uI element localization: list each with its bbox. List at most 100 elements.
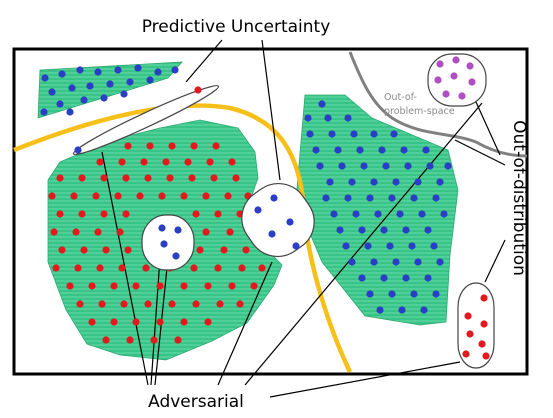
red-point: [122, 210, 130, 218]
red-point: [144, 300, 152, 308]
blue-point: [48, 88, 56, 96]
red-point: [156, 318, 164, 326]
purple-point: [466, 62, 474, 70]
red-point: [464, 312, 472, 320]
red-point: [190, 264, 198, 272]
red-point: [180, 192, 188, 200]
blue-point: [370, 258, 378, 266]
blue-point: [268, 230, 276, 238]
red-point: [228, 282, 236, 290]
red-point: [224, 192, 232, 200]
pointer-pu-1: [185, 39, 223, 83]
red-point: [202, 192, 210, 200]
blue-point: [380, 274, 388, 282]
blue-point: [420, 306, 428, 314]
red-point: [258, 264, 266, 272]
blue-point: [348, 258, 356, 266]
red-point: [214, 210, 222, 218]
blue-point: [68, 84, 76, 92]
blue-point: [370, 130, 378, 138]
blue-point: [424, 226, 432, 234]
red-point: [78, 210, 86, 218]
blue-point: [312, 146, 320, 154]
blue-point: [80, 96, 88, 104]
blue-point: [392, 258, 400, 266]
blue-point: [408, 242, 416, 250]
red-point: [78, 174, 86, 182]
red-point: [124, 142, 132, 150]
red-point: [162, 158, 170, 166]
blue-point: [410, 194, 418, 202]
blue-point: [114, 66, 122, 74]
blue-point: [58, 70, 66, 78]
purple-point: [458, 92, 466, 100]
red-point: [228, 158, 236, 166]
blue-point: [86, 82, 94, 90]
red-point: [166, 174, 174, 182]
blue-point: [344, 114, 352, 122]
blue-point: [100, 94, 108, 102]
red-point: [116, 228, 124, 236]
blue-point: [41, 74, 49, 82]
blue-point: [40, 108, 48, 116]
purple-point: [436, 60, 444, 68]
blue-point: [414, 258, 422, 266]
red-point: [180, 282, 188, 290]
blue-point: [174, 226, 182, 234]
blue-point: [388, 290, 396, 298]
blue-point: [306, 130, 314, 138]
red-point: [110, 282, 118, 290]
blue-point: [374, 210, 382, 218]
blue-point: [432, 194, 440, 202]
blue-point: [402, 226, 410, 234]
blue-point: [286, 218, 294, 226]
blue-point: [356, 146, 364, 154]
red-point: [146, 142, 154, 150]
red-point: [132, 282, 140, 290]
red-point: [124, 246, 132, 254]
red-point: [192, 210, 200, 218]
blue-point: [422, 146, 430, 154]
blue-point: [414, 178, 422, 186]
blue-point: [350, 130, 358, 138]
blue-point: [444, 162, 452, 170]
blue-point: [146, 76, 154, 84]
red-point: [72, 228, 80, 236]
blue-point: [154, 68, 162, 76]
red-point: [158, 192, 166, 200]
red-point: [480, 294, 488, 302]
blue-point: [424, 274, 432, 282]
blue-point: [120, 90, 128, 98]
red-point: [226, 228, 234, 236]
blue-point: [66, 108, 74, 116]
red-point: [482, 352, 490, 360]
red-point: [120, 300, 128, 308]
red-point: [56, 210, 64, 218]
uncertainty-thin-ellipse: [72, 85, 220, 155]
blue-point: [160, 240, 168, 248]
red-point: [142, 264, 150, 272]
region-top-left: [37, 61, 183, 119]
purple-point: [450, 72, 458, 80]
blue-point: [326, 178, 334, 186]
pointer-adv-5: [244, 102, 483, 386]
island-data-points: [74, 56, 490, 360]
blue-point: [430, 242, 438, 250]
red-point: [52, 264, 60, 272]
red-point: [132, 318, 140, 326]
red-point: [204, 282, 212, 290]
blue-point: [366, 290, 374, 298]
blue-point: [348, 178, 356, 186]
label-predictive-uncertainty: Predictive Uncertainty: [142, 17, 331, 37]
blue-point: [336, 226, 344, 234]
red-point: [204, 318, 212, 326]
blue-point: [74, 146, 82, 154]
blue-point: [172, 252, 180, 260]
red-point: [210, 174, 218, 182]
red-point: [114, 192, 122, 200]
red-point: [58, 246, 66, 254]
blue-point: [342, 242, 350, 250]
red-point: [184, 158, 192, 166]
label-out-of-distribution: Out-of-distribution: [509, 120, 529, 276]
